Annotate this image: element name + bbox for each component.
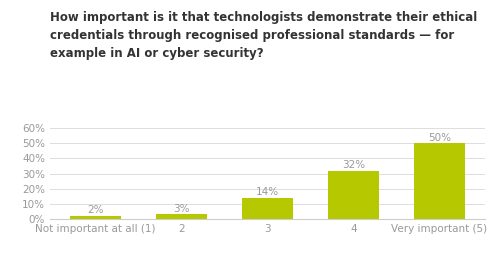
Text: 32%: 32% [342,160,365,170]
Bar [328,171,380,219]
Text: 50%: 50% [428,132,451,143]
Bar [414,143,465,219]
Text: How important is it that technologists demonstrate their ethical
credentials thr: How important is it that technologists d… [50,11,477,60]
Text: 2%: 2% [88,205,104,215]
Bar [70,216,122,219]
Bar [242,198,294,219]
Text: 3%: 3% [174,204,190,214]
Text: 14%: 14% [256,187,279,197]
Bar [156,214,208,219]
